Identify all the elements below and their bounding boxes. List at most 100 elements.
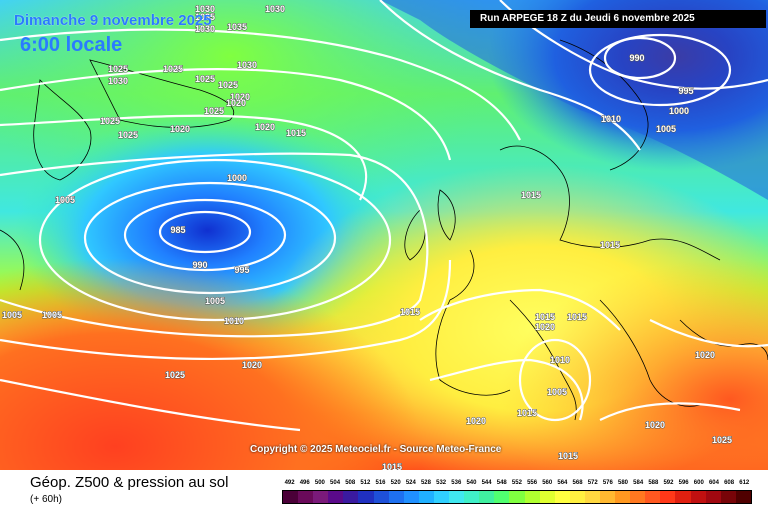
pressure-label: 1035 — [195, 12, 215, 22]
scale-swatch — [720, 491, 736, 503]
pressure-label: 1025 — [712, 435, 732, 445]
forecast-date: Dimanche 9 novembre 2025 — [14, 12, 212, 29]
scale-label: 508 — [345, 480, 356, 486]
scale-swatch — [298, 491, 314, 503]
scale-label: 524 — [405, 480, 416, 486]
pressure-label: 1025 — [204, 106, 224, 116]
scale-swatch — [464, 491, 480, 503]
pressure-label: 995 — [234, 265, 249, 275]
pressure-label: 1030 — [195, 24, 215, 34]
pressure-label: 1010 — [601, 114, 621, 124]
pressure-label: 1025 — [108, 64, 128, 74]
scale-swatch — [630, 491, 646, 503]
pressure-label: 990 — [192, 260, 207, 270]
scale-swatch — [343, 491, 359, 503]
scale-label: 544 — [481, 480, 492, 486]
pressure-label: 1015 — [286, 128, 306, 138]
scale-label: 564 — [557, 480, 568, 486]
pressure-label: 1025 — [195, 74, 215, 84]
scale-label: 536 — [451, 480, 462, 486]
scale-swatch — [373, 491, 389, 503]
scale-label: 608 — [724, 480, 735, 486]
scale-swatch — [418, 491, 434, 503]
pressure-label: 1010 — [550, 355, 570, 365]
pressure-label: 1025 — [100, 116, 120, 126]
pressure-label: 1005 — [205, 296, 225, 306]
pressure-labels: 1030 103010351035103010251030102510251030… — [1, 4, 732, 471]
scale-swatch — [645, 491, 661, 503]
scale-label: 584 — [633, 480, 644, 486]
scale-swatch — [358, 491, 374, 503]
pressure-label: 1000 — [669, 106, 689, 116]
pressure-label: 1025 — [165, 370, 185, 380]
scale-label: 592 — [663, 480, 674, 486]
scale-label: 528 — [420, 480, 431, 486]
pressure-label: 1015 — [382, 462, 402, 470]
scale-label: 496 — [299, 480, 310, 486]
scale-label: 532 — [436, 480, 447, 486]
pressure-label: 1015 — [521, 190, 541, 200]
scale-label: 588 — [648, 480, 659, 486]
scale-swatch — [554, 491, 570, 503]
pressure-label: 1030 — [108, 76, 128, 86]
scale-swatch — [660, 491, 676, 503]
isobars — [0, 0, 768, 430]
scale-label: 548 — [496, 480, 507, 486]
scale-labels: 492 496 500 504 508 512 516 520 524 528 532 536 540 5… — [282, 480, 752, 486]
scale-label: 596 — [678, 480, 689, 486]
scale-swatch — [735, 491, 751, 503]
scale-label: 520 — [390, 480, 401, 486]
scale-label: 580 — [618, 480, 629, 486]
scale-swatch — [599, 491, 616, 503]
geopotential-map: 1030 103010351035103010251030102510251030… — [0, 0, 768, 470]
scale-swatch — [388, 491, 404, 503]
run-info: Run ARPEGE 18 Z du Jeudi 6 novembre 2025 — [470, 10, 766, 28]
pressure-label: 1020 — [230, 92, 250, 102]
pressure-label: 1005 — [547, 387, 567, 397]
scale-swatch — [494, 491, 510, 503]
color-scale — [282, 490, 752, 504]
pressure-label: 1015 — [558, 451, 578, 461]
footer-subtitle: (+ 60h) — [30, 494, 62, 505]
scale-swatch — [479, 491, 495, 503]
pressure-label: 1005 — [42, 310, 62, 320]
scale-swatch — [584, 491, 600, 503]
scale-label: 568 — [572, 480, 583, 486]
scale-label: 540 — [466, 480, 477, 486]
scale-swatch — [313, 491, 329, 503]
pressure-label: 995 — [678, 86, 693, 96]
pressure-label: 1020 — [535, 322, 555, 332]
pressure-label: 1020 — [695, 350, 715, 360]
pressure-label: 1005 — [656, 124, 676, 134]
pressure-label: 1005 — [2, 310, 22, 320]
pressure-label: 1020 — [170, 124, 190, 134]
scale-label: 560 — [542, 480, 553, 486]
pressure-label: 1025 — [218, 80, 238, 90]
scale-label: 604 — [708, 480, 719, 486]
scale-swatch — [615, 491, 631, 503]
scale-label: 600 — [693, 480, 704, 486]
pressure-label: 1015 — [600, 240, 620, 250]
scale-label: 576 — [602, 480, 613, 486]
scale-swatch — [283, 491, 299, 503]
pressure-label: 990 — [629, 53, 644, 63]
pressure-label: 1015 — [535, 312, 555, 322]
pressure-label: 1020 — [645, 420, 665, 430]
scale-swatch — [449, 491, 465, 503]
scale-swatch — [403, 491, 419, 503]
scale-swatch — [328, 491, 344, 503]
pressure-label: 1020 — [255, 122, 275, 132]
scale-swatch — [509, 491, 525, 503]
scale-swatch — [675, 491, 691, 503]
pressure-label: 1035 — [227, 22, 247, 32]
pressure-label: 1030 — [237, 60, 257, 70]
pressure-label: 1025 — [118, 130, 138, 140]
scale-swatch — [569, 491, 585, 503]
pressure-label: 1030 — [265, 4, 285, 14]
pressure-label: 1000 — [227, 173, 247, 183]
pressure-label: 1015 — [567, 312, 587, 322]
scale-swatch — [433, 491, 450, 503]
pressure-label: 1015 — [517, 408, 537, 418]
pressure-label: 1025 — [163, 64, 183, 74]
